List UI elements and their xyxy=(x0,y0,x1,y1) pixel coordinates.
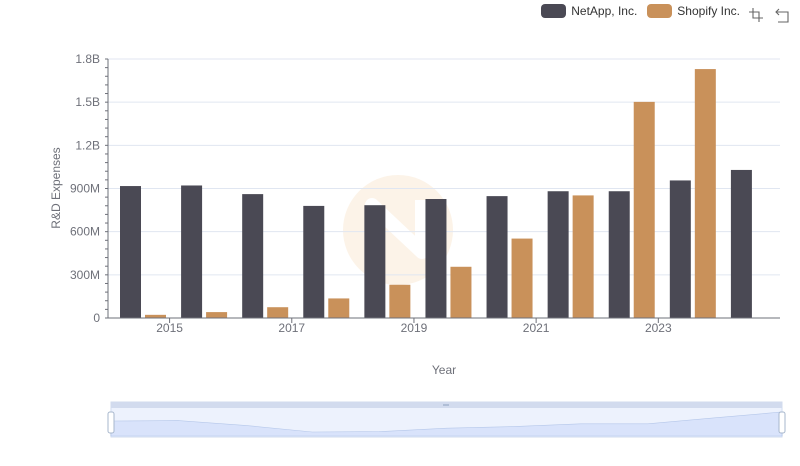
bar-shopify-2018[interactable] xyxy=(389,284,411,318)
bar-netapp-2020[interactable] xyxy=(486,196,508,318)
restore-icon[interactable] xyxy=(774,7,790,23)
data-zoom-slider[interactable] xyxy=(107,401,786,438)
bar-shopify-2015[interactable] xyxy=(206,312,228,318)
y-tick-label: 1.2B xyxy=(75,138,100,152)
y-tick-label: 600M xyxy=(70,225,100,239)
legend-swatch-shopify xyxy=(647,4,673,18)
x-tick-labels: 2015 2017 2019 2021 2023 xyxy=(156,318,672,335)
bar-shopify-2022[interactable] xyxy=(633,101,655,318)
bar-netapp-2018[interactable] xyxy=(364,205,386,318)
x-tick-label: 2017 xyxy=(278,321,305,335)
y-tick-label: 1.5B xyxy=(75,95,100,109)
x-tick-label: 2021 xyxy=(523,321,550,335)
slider-right-handle[interactable] xyxy=(778,411,786,434)
slider-data-shadow xyxy=(110,411,783,437)
y-tick-labels: 0 300M 600M 900M 1.2B 1.5B 1.8B xyxy=(70,52,100,325)
axes xyxy=(107,59,780,319)
y-axis-title: R&D Expenses xyxy=(49,147,63,228)
slider-left-handle[interactable] xyxy=(107,411,115,434)
bar-netapp-2021[interactable] xyxy=(547,191,569,318)
bar-netapp-2015[interactable] xyxy=(181,185,203,318)
bar-shopify-2017[interactable] xyxy=(328,298,350,318)
bar-netapp-2017[interactable] xyxy=(303,205,325,318)
x-tick-label: 2023 xyxy=(645,321,672,335)
legend-swatch-netapp xyxy=(541,4,567,18)
bar-netapp-2014[interactable] xyxy=(120,186,141,318)
legend: NetApp, Inc. Shopify Inc. xyxy=(541,4,740,18)
bar-netapp-2016[interactable] xyxy=(242,194,264,318)
y-tick-label: 0 xyxy=(93,311,100,325)
x-tick-label: 2015 xyxy=(156,321,183,335)
zoom-select-icon[interactable] xyxy=(748,7,764,23)
legend-label-netapp: NetApp, Inc. xyxy=(571,4,638,18)
x-tick-label: 2019 xyxy=(401,321,428,335)
bar-shopify-2016[interactable] xyxy=(267,307,289,318)
bar-netapp-2023[interactable] xyxy=(669,180,691,318)
toolbox xyxy=(748,7,790,23)
legend-item-netapp[interactable]: NetApp, Inc. xyxy=(541,4,637,18)
y-tick-label: 1.8B xyxy=(75,52,100,66)
bar-netapp-2024[interactable] xyxy=(730,169,752,318)
bar-shopify-2021[interactable] xyxy=(572,195,594,318)
bar-shopify-2019[interactable] xyxy=(450,266,472,318)
y-tick-label: 900M xyxy=(70,182,100,196)
slider-drag-grip-icon[interactable] xyxy=(443,404,449,406)
legend-item-shopify[interactable]: Shopify Inc. xyxy=(647,4,740,18)
legend-label-shopify: Shopify Inc. xyxy=(677,4,740,18)
bar-netapp-2019[interactable] xyxy=(425,199,447,318)
bar-netapp-2022[interactable] xyxy=(608,191,630,318)
bars xyxy=(120,69,752,318)
x-axis-title: Year xyxy=(432,363,456,377)
bar-shopify-2023[interactable] xyxy=(694,69,716,318)
bar-shopify-2020[interactable] xyxy=(511,238,533,318)
y-tick-label: 300M xyxy=(70,268,100,282)
bar-shopify-2014[interactable] xyxy=(145,314,166,318)
